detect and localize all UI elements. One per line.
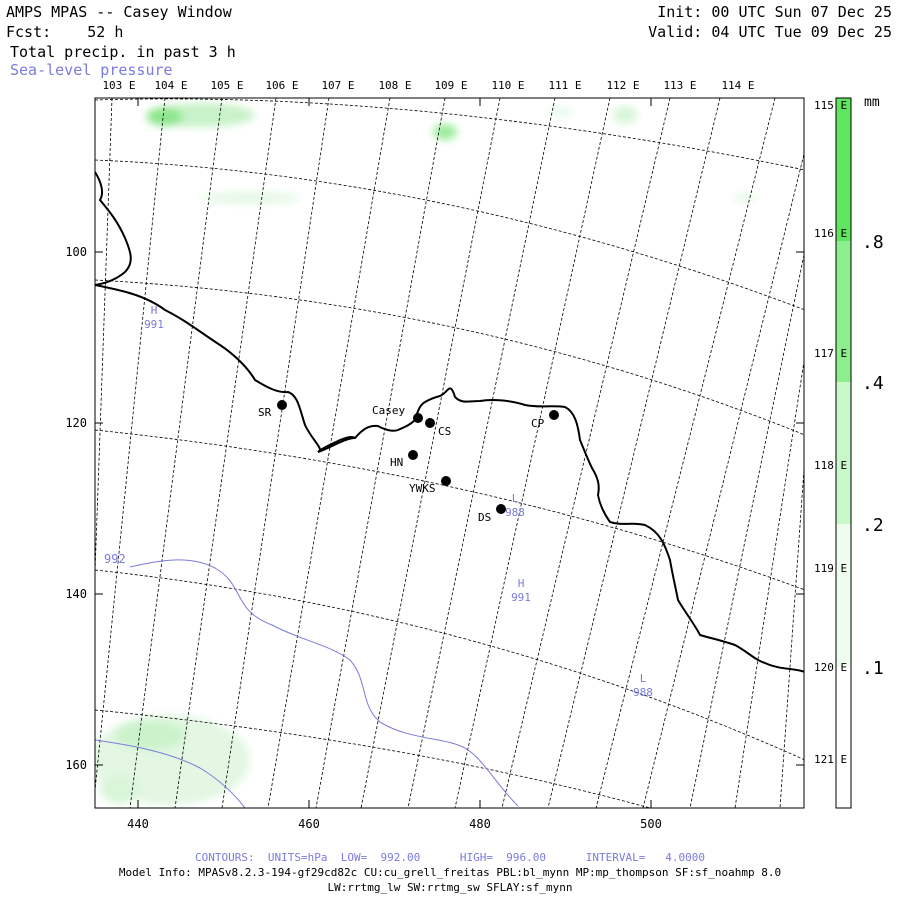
y-tick-label: 160 (65, 758, 87, 772)
x-tick-labels: 440 460 480 500 (127, 817, 662, 831)
y-tick-label: 120 (65, 416, 87, 430)
colorbar-segment (836, 382, 851, 524)
longitude-label: 116 E (814, 227, 847, 240)
model-info: Model Info: MPASv8.2.3-194-gf29cd82c CU:… (118, 866, 782, 879)
longitude-label: 115 E (814, 99, 847, 112)
longitude-label: 113 E (663, 79, 696, 92)
x-tick-label: 460 (298, 817, 320, 831)
station-cp-marker (549, 410, 559, 420)
station-hn-label: HN (390, 456, 403, 469)
station-markers: SR Casey CS HN YWKS DS CP (258, 400, 559, 524)
station-sr-label: SR (258, 406, 272, 419)
coastline (95, 171, 804, 673)
field-name: Total precip. in past 3 h (10, 43, 236, 61)
colorbar-label: .4 (862, 373, 884, 394)
latitude-lines (95, 98, 804, 808)
map-title: AMPS MPAS -- Casey Window (6, 3, 232, 21)
y-tick-labels: 100 120 140 160 (65, 245, 87, 772)
colorbar-label: .2 (862, 515, 884, 536)
longitude-label: 106 E (265, 79, 298, 92)
x-tick-label: 480 (469, 817, 491, 831)
contour-info: CONTOURS: UNITS=hPa LOW= 992.00 HIGH= 99… (195, 851, 705, 864)
longitude-label: 104 E (154, 79, 187, 92)
forecast-hour: Fcst: 52 h (6, 23, 124, 41)
longitude-label: 121 E (814, 753, 847, 766)
longitude-lines (95, 98, 804, 808)
station-sr-marker (277, 400, 287, 410)
pressure-center-symbol: H (518, 577, 525, 590)
longitude-label: 108 E (378, 79, 411, 92)
y-tick-label: 140 (65, 587, 87, 601)
longitude-label: 120 E (814, 661, 847, 674)
colorbar (835, 97, 852, 809)
precip-shading (95, 103, 757, 805)
pressure-center-value: 991 (511, 591, 531, 604)
station-hn-marker (408, 450, 418, 460)
longitude-label: 110 E (491, 79, 524, 92)
pressure-center-symbol: H (151, 304, 158, 317)
pressure-center-value: 988 (505, 506, 525, 519)
longitude-label: 103 E (102, 79, 135, 92)
axis-ticks (95, 98, 804, 808)
station-casey-label: Casey (372, 404, 405, 417)
pressure-center-value: 988 (633, 686, 653, 699)
map-frame (94, 97, 805, 809)
colorbar-label: .1 (862, 658, 884, 679)
pressure-contours (95, 559, 519, 808)
longitude-labels-top: 103 E 104 E 105 E 106 E 107 E 108 E 109 … (102, 79, 754, 92)
colorbar-unit: mm (864, 95, 880, 110)
colorbar-label: .8 (862, 232, 884, 253)
colorbar-segment (836, 524, 851, 667)
colorbar-labels: .8 .4 .2 .1 (862, 232, 884, 679)
station-casey-marker (413, 413, 423, 423)
longitude-label: 105 E (210, 79, 243, 92)
overlay-name: Sea-level pressure (10, 61, 173, 79)
longitude-label: 118 E (814, 459, 847, 472)
longitude-label: 111 E (548, 79, 581, 92)
init-time: Init: 00 UTC Sun 07 Dec 25 (657, 3, 892, 21)
contour-label: 992 (104, 552, 126, 566)
station-cs-label: CS (438, 425, 451, 438)
colorbar-segment (836, 241, 851, 382)
x-tick-label: 500 (640, 817, 662, 831)
station-ds-marker (496, 504, 506, 514)
longitude-label: 109 E (434, 79, 467, 92)
station-ywks-label: YWKS (409, 482, 436, 495)
pressure-centers: H 991 L 988 H 991 L 988 (144, 304, 653, 699)
longitude-label: 119 E (814, 562, 847, 575)
colorbar-segment (836, 98, 851, 241)
longitude-label: 117 E (814, 347, 847, 360)
station-cs-marker (425, 418, 435, 428)
station-ds-label: DS (478, 511, 491, 524)
y-tick-label: 100 (65, 245, 87, 259)
longitude-labels-right: 115 E 116 E 117 E 118 E 119 E 120 E 121 … (814, 99, 847, 766)
model-info-line2: LW:rrtmg_lw SW:rrtmg_sw SFLAY:sf_mynn (327, 881, 573, 894)
station-ywks-marker (441, 476, 451, 486)
longitude-label: 114 E (721, 79, 754, 92)
pressure-center-symbol: L (512, 492, 519, 505)
colorbar-frame (835, 97, 852, 809)
colorbar-segment (836, 667, 851, 808)
pressure-center-symbol: L (640, 672, 647, 685)
station-cp-label: CP (531, 417, 545, 430)
x-tick-label: 440 (127, 817, 149, 831)
longitude-label: 112 E (606, 79, 639, 92)
pressure-center-value: 991 (144, 318, 164, 331)
valid-time: Valid: 04 UTC Tue 09 Dec 25 (648, 23, 892, 41)
longitude-label: 107 E (321, 79, 354, 92)
